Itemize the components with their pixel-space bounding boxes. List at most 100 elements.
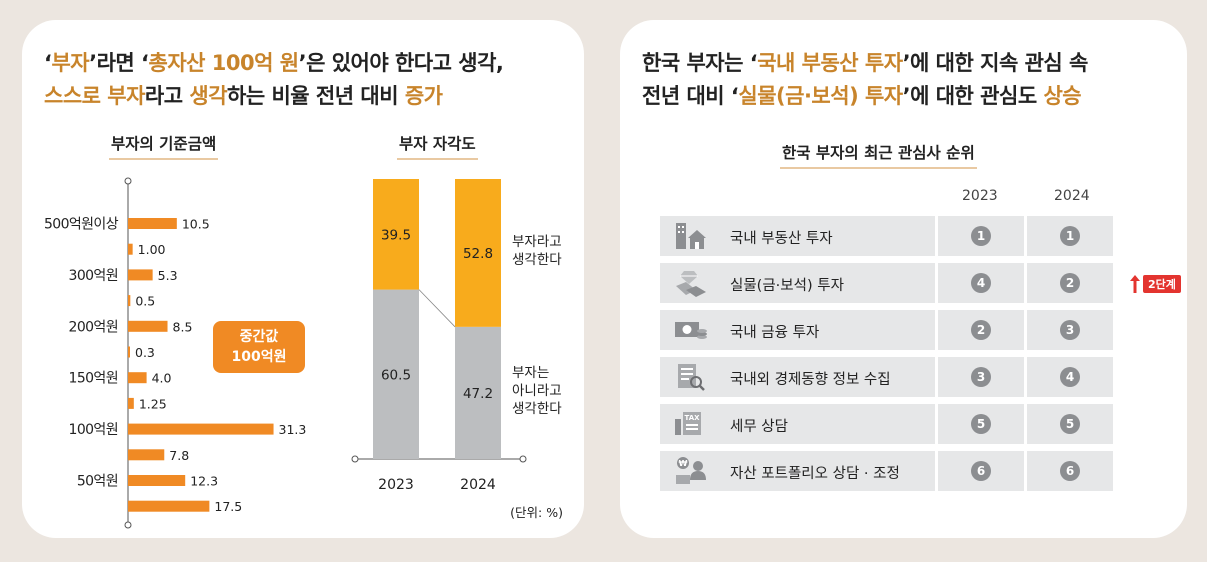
headline-segment: 증가: [404, 84, 443, 108]
segment-value-label: 39.5: [381, 227, 411, 243]
connector-line: [418, 289, 456, 328]
bar-value-label: 1.25: [139, 396, 167, 411]
rank-2023-cell: 4: [938, 263, 1024, 303]
headline-segment: ’에 대한 관심도: [902, 84, 1044, 108]
svg-text:₩: ₩: [679, 459, 688, 468]
row-label: 세무 상담: [730, 419, 788, 435]
row-name-cell: 국내 부동산 투자: [660, 216, 935, 256]
axis-end-dot: [124, 521, 132, 529]
bar-value-label: 0.5: [135, 294, 155, 309]
rank-2024-cell: 2: [1027, 263, 1113, 303]
headline-segment: 부자: [51, 51, 90, 75]
rank-2023-badge: 5: [971, 414, 991, 434]
headline-segment: 총자산 100억 원: [148, 51, 300, 75]
headline-segment: ’에 대한 지속 관심 속: [902, 51, 1089, 75]
right-headline-line2: 전년 대비 ‘실물(금·보석) 투자’에 대한 관심도 상승: [642, 80, 1082, 113]
left-headline-line1: ‘부자’라면 ‘총자산 100억 원’은 있어야 한다고 생각,: [44, 47, 504, 80]
rank-2024-cell: 1: [1027, 216, 1113, 256]
series-label: 부자라고: [512, 234, 562, 250]
bar: [128, 475, 186, 486]
median-annotation-line1: 중간값: [239, 329, 279, 345]
row-label: 자산 포트폴리오 상담 · 조정: [730, 466, 900, 482]
rank-2024-badge: 4: [1060, 367, 1080, 387]
series-label: 아니라고: [512, 383, 562, 399]
base-amount-bar-chart: 10.5 1.00 5.30.5 8.5 0.3 4.0 1.25 31.3 7.812.3 17…: [44, 177, 307, 529]
cash-coins-icon: [672, 315, 710, 345]
bar: [128, 320, 168, 332]
group-label: 200억원: [69, 319, 118, 335]
rank-2023-badge: 6: [971, 461, 991, 481]
axis-end-dot: [351, 455, 359, 463]
group-label: 150억원: [69, 371, 118, 387]
headline-segment: 실물(금·보석) 투자: [738, 84, 903, 108]
rank-change-badge: 2단계: [1143, 275, 1181, 293]
self-awareness-chart-title: 부자 자각도: [397, 132, 478, 160]
gold-diamond-icon: [672, 268, 710, 298]
row-label: 국내외 경제동향 정보 수집: [730, 372, 891, 388]
bar-value-label: 8.5: [173, 319, 193, 334]
stacked-segment: [373, 179, 419, 290]
rank-2024-badge: 5: [1060, 414, 1080, 434]
arrow-up-icon: [1129, 275, 1141, 293]
column-2024-header: 2024: [1054, 188, 1090, 204]
unit-note: (단위: %): [510, 505, 563, 520]
column-2023-header: 2023: [962, 188, 998, 204]
left-panel: ‘부자’라면 ‘총자산 100억 원’은 있어야 한다고 생각, 스스로 부자라…: [22, 20, 584, 538]
bar: [128, 346, 130, 358]
row-label: 국내 금융 투자: [730, 325, 820, 341]
bar-value-label: 7.8: [169, 448, 189, 463]
category-label: 2024: [460, 477, 496, 493]
series-label: 생각한다: [512, 401, 562, 417]
stacked-segment: [373, 289, 419, 459]
table-row: TAX 세무 상담 5 5: [660, 404, 1190, 444]
rank-2023-badge: 1: [971, 226, 991, 246]
bar-value-label: 10.5: [182, 217, 210, 232]
segment-value-label: 47.2: [463, 386, 493, 402]
series-label: 생각한다: [512, 252, 562, 268]
segment-value-label: 60.5: [381, 367, 411, 383]
rank-2024-badge: 6: [1060, 461, 1080, 481]
rank-2024-cell: 4: [1027, 357, 1113, 397]
category-label: 2023: [378, 477, 414, 493]
bar: [128, 500, 210, 512]
headline-segment: 상승: [1043, 84, 1082, 108]
table-row: 국내 부동산 투자 1 1: [660, 216, 1190, 256]
headline-segment: 국내 부동산 투자: [757, 51, 903, 75]
bar: [128, 423, 274, 435]
row-name-cell: ₩ 자산 포트폴리오 상담 · 조정: [660, 451, 935, 491]
median-annotation: 중간값 100억원: [213, 321, 305, 373]
bar-value-label: 31.3: [279, 422, 307, 437]
right-headline-line1: 한국 부자는 ‘국내 부동산 투자’에 대한 지속 관심 속: [642, 47, 1088, 80]
table-row: ₩ 자산 포트폴리오 상담 · 조정 6 6: [660, 451, 1190, 491]
base-amount-chart-title: 부자의 기준금액: [109, 132, 219, 160]
rank-2024-badge: 2: [1060, 273, 1080, 293]
series-label: 부자는: [512, 365, 549, 381]
median-annotation-line2: 100억원: [231, 349, 287, 365]
rank-2023-badge: 4: [971, 273, 991, 293]
bar-value-label: 17.5: [214, 499, 242, 514]
rank-2023-cell: 3: [938, 357, 1024, 397]
rank-2023-cell: 2: [938, 310, 1024, 350]
rank-2023-cell: 5: [938, 404, 1024, 444]
rank-2024-cell: 6: [1027, 451, 1113, 491]
rank-2024-cell: 3: [1027, 310, 1113, 350]
bar: [128, 243, 133, 255]
segment-value-label: 52.8: [463, 246, 493, 262]
row-name-cell: 국내 금융 투자: [660, 310, 935, 350]
rank-2023-badge: 2: [971, 320, 991, 340]
headline-segment: 스스로 부자: [44, 84, 145, 108]
group-label: 50억원: [77, 474, 118, 490]
headline-segment: 전년 대비 ‘: [642, 84, 739, 108]
interest-ranking-title: 한국 부자의 최근 관심사 순위: [780, 141, 977, 169]
headline-segment: ‘: [44, 51, 52, 75]
stacked-segment: [455, 326, 501, 459]
axis-end-dot: [519, 455, 527, 463]
headline-segment: 한국 부자는 ‘: [642, 51, 758, 75]
bar: [128, 449, 165, 461]
bar: [128, 295, 131, 307]
right-panel: 한국 부자는 ‘국내 부동산 투자’에 대한 지속 관심 속 전년 대비 ‘실물…: [620, 20, 1187, 538]
row-label: 국내 부동산 투자: [730, 231, 833, 247]
left-headline-line2: 스스로 부자라고 생각하는 비율 전년 대비 증가: [44, 80, 443, 113]
headline-segment: 하는 비율 전년 대비: [227, 84, 405, 108]
